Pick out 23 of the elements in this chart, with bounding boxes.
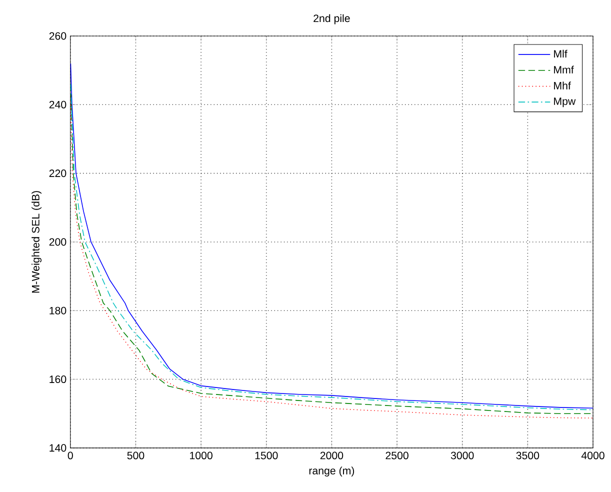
y-tick-label: 240: [49, 100, 66, 108]
legend-label: Mlf: [554, 50, 568, 58]
y-tick-label: 140: [50, 444, 66, 452]
y-tick-label: 260: [49, 32, 66, 40]
x-tick-label: 3000: [450, 452, 474, 460]
legend-label: Mhf: [554, 82, 571, 90]
x-tick-label: 1500: [255, 452, 278, 460]
x-tick-label: 500: [127, 452, 144, 460]
x-axis-title: range (m): [309, 466, 354, 477]
y-tick-label: 220: [49, 170, 66, 178]
x-tick-label: 2000: [320, 452, 344, 460]
x-tick-label: 3500: [516, 452, 540, 460]
x-tick-label: 1000: [190, 452, 212, 460]
y-axis-title: M-Weighted SEL (dB): [32, 191, 42, 293]
y-tick-label: 200: [49, 238, 66, 246]
x-tick-label: 4000: [581, 452, 604, 460]
x-tick-label: 2500: [386, 452, 408, 460]
chart-title: 2nd pile: [314, 14, 350, 24]
y-tick-label: 180: [50, 306, 66, 314]
y-tick-label: 160: [50, 376, 66, 384]
legend-label: Mpw: [554, 98, 576, 108]
x-tick-label: 0: [68, 452, 73, 460]
legend-label: Mmf: [554, 66, 574, 74]
